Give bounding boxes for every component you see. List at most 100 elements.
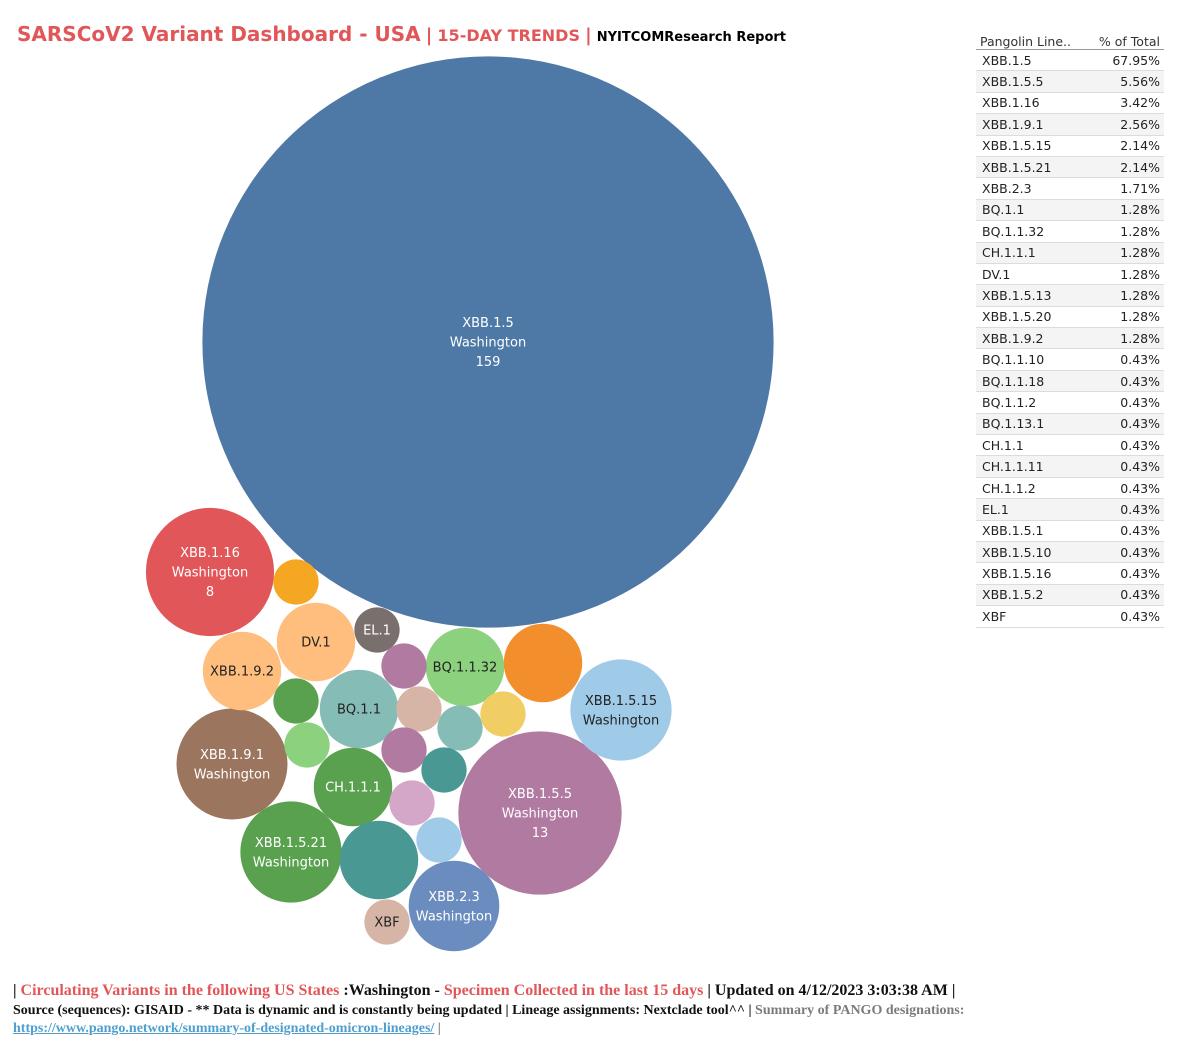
bubble-circle[interactable]	[354, 607, 400, 653]
bubble-circle[interactable]	[396, 686, 442, 732]
bubble-label: Washington	[194, 767, 270, 782]
lineage-cell: BQ.1.13.1	[976, 413, 1087, 436]
bubble[interactable]: XBB.1.5.21 Washington	[240, 801, 342, 903]
bubble[interactable]	[381, 727, 427, 773]
bubble[interactable]: XBB.1.9.2	[202, 631, 282, 711]
bubble-circle[interactable]	[408, 860, 500, 952]
bubble[interactable]	[421, 747, 467, 793]
table-row[interactable]: EL.1 0.43%	[976, 498, 1164, 521]
bubble-circle[interactable]	[202, 631, 282, 711]
bubble-label: XBB.1.5.5	[508, 787, 572, 802]
bubble-circle[interactable]	[145, 507, 275, 637]
bubble[interactable]	[273, 678, 319, 724]
table-row[interactable]: XBB.1.9.2 1.28%	[976, 327, 1164, 350]
table-row[interactable]: XBB.1.5.2 0.43%	[976, 584, 1164, 607]
bubble[interactable]: EL.1	[354, 607, 400, 653]
table-row[interactable]: CH.1.1 0.43%	[976, 434, 1164, 457]
pango-summary-link[interactable]: https://www.pango.network/summary-of-des…	[13, 1021, 435, 1036]
table-row[interactable]: DV.1 1.28%	[976, 263, 1164, 286]
percent-cell: 0.43%	[1086, 584, 1164, 607]
column-header-pct[interactable]: % of Total	[1086, 33, 1164, 50]
bubble[interactable]: XBB.1.5 Washington 159	[202, 56, 774, 628]
table-row[interactable]: XBB.1.5.15 2.14%	[976, 135, 1164, 157]
table-row[interactable]: XBB.1.5.13 1.28%	[976, 284, 1164, 307]
table-row[interactable]: XBB.1.5.1 0.43%	[976, 520, 1164, 542]
bubble[interactable]: CH.1.1.1	[313, 747, 393, 827]
table-row[interactable]: XBB.1.5.21 2.14%	[976, 156, 1164, 179]
bubble-circle[interactable]	[416, 817, 462, 863]
bubble-circle[interactable]	[389, 780, 435, 826]
lineage-cell: XBB.1.5.21	[976, 156, 1087, 179]
bubble-label: XBF	[374, 916, 399, 931]
bubble-circle[interactable]	[276, 602, 356, 682]
bubble[interactable]: XBF	[364, 899, 410, 945]
bubble-circle[interactable]	[458, 731, 622, 895]
table-row[interactable]: BQ.1.1.2 0.43%	[976, 391, 1164, 414]
table-row[interactable]: XBB.1.5.20 1.28%	[976, 306, 1164, 329]
bubble-circle[interactable]	[176, 708, 288, 820]
lineage-cell: CH.1.1.11	[976, 455, 1087, 478]
bubble-circle[interactable]	[273, 678, 319, 724]
bubble[interactable]	[437, 705, 483, 751]
bubble[interactable]: XBB.2.3 Washington	[408, 860, 500, 952]
bubble-circle[interactable]	[319, 669, 399, 749]
bubble[interactable]: BQ.1.1.32	[425, 627, 505, 707]
table-row[interactable]: XBB.1.5 67.95%	[976, 49, 1164, 72]
bubble[interactable]: DV.1	[276, 602, 356, 682]
bubble[interactable]	[389, 780, 435, 826]
bubble-circle[interactable]	[339, 820, 419, 900]
table-row[interactable]: XBB.1.5.10 0.43%	[976, 541, 1164, 564]
page-title: SARSCoV2 Variant Dashboard - USA	[17, 22, 421, 46]
bubble[interactable]	[503, 623, 583, 703]
bubble[interactable]	[381, 643, 427, 689]
bubble[interactable]: XBB.1.16 Washington 8	[145, 507, 275, 637]
table-row[interactable]: BQ.1.1.18 0.43%	[976, 370, 1164, 393]
table-row[interactable]: CH.1.1.1 1.28%	[976, 242, 1164, 264]
table-row[interactable]: BQ.1.1.10 0.43%	[976, 348, 1164, 371]
table-row[interactable]: XBF 0.43%	[976, 605, 1164, 628]
bubble-circle[interactable]	[503, 623, 583, 703]
bubble[interactable]: XBB.1.5.5 Washington 13	[458, 731, 622, 895]
bubble-circle[interactable]	[480, 691, 526, 737]
bubble-circle[interactable]	[273, 559, 319, 605]
bubble-label: 159	[476, 355, 501, 370]
table-row[interactable]: XBB.1.16 3.42%	[976, 92, 1164, 115]
bubble-circle[interactable]	[570, 659, 672, 761]
bubble-label: XBB.2.3	[428, 890, 480, 905]
bubble-circle[interactable]	[364, 899, 410, 945]
bubble[interactable]	[416, 817, 462, 863]
bubble-circle[interactable]	[381, 643, 427, 689]
bubble[interactable]	[284, 722, 330, 768]
bubble-circle[interactable]	[437, 705, 483, 751]
bubble-circle[interactable]	[425, 627, 505, 707]
bubble-circle[interactable]	[284, 722, 330, 768]
bubble-label: XBB.1.5.21	[255, 836, 327, 851]
table-row[interactable]: XBB.2.3 1.71%	[976, 177, 1164, 200]
bubble[interactable]	[396, 686, 442, 732]
percent-cell: 2.14%	[1086, 156, 1164, 179]
bubble[interactable]	[339, 820, 419, 900]
bubble-circle[interactable]	[421, 747, 467, 793]
bubble[interactable]: XBB.1.5.15 Washington	[570, 659, 672, 761]
table-row[interactable]: BQ.1.1.32 1.28%	[976, 220, 1164, 243]
column-header-lineage[interactable]: Pangolin Line..	[976, 33, 1087, 50]
table-row[interactable]: XBB.1.9.1 2.56%	[976, 113, 1164, 136]
bubble[interactable]	[273, 559, 319, 605]
lineage-cell: BQ.1.1.32	[976, 220, 1087, 243]
table-row[interactable]: XBB.1.5.16 0.43%	[976, 562, 1164, 585]
bubble[interactable]: XBB.1.9.1 Washington	[176, 708, 288, 820]
percent-cell: 0.43%	[1086, 562, 1164, 585]
bubble-circle[interactable]	[202, 56, 774, 628]
bubble-circle[interactable]	[240, 801, 342, 903]
table-row[interactable]: XBB.1.5.5 5.56%	[976, 70, 1164, 93]
table-row[interactable]: BQ.1.1 1.28%	[976, 199, 1164, 222]
table-row[interactable]: CH.1.1.11 0.43%	[976, 455, 1164, 478]
lineage-cell: CH.1.1	[976, 434, 1087, 457]
bubble-circle[interactable]	[381, 727, 427, 773]
table-row[interactable]: CH.1.1.2 0.43%	[976, 477, 1164, 500]
bubble[interactable]: BQ.1.1	[319, 669, 399, 749]
lineage-cell: XBB.1.5.16	[976, 562, 1087, 585]
bubble[interactable]	[480, 691, 526, 737]
table-row[interactable]: BQ.1.13.1 0.43%	[976, 413, 1164, 436]
bubble-circle[interactable]	[313, 747, 393, 827]
